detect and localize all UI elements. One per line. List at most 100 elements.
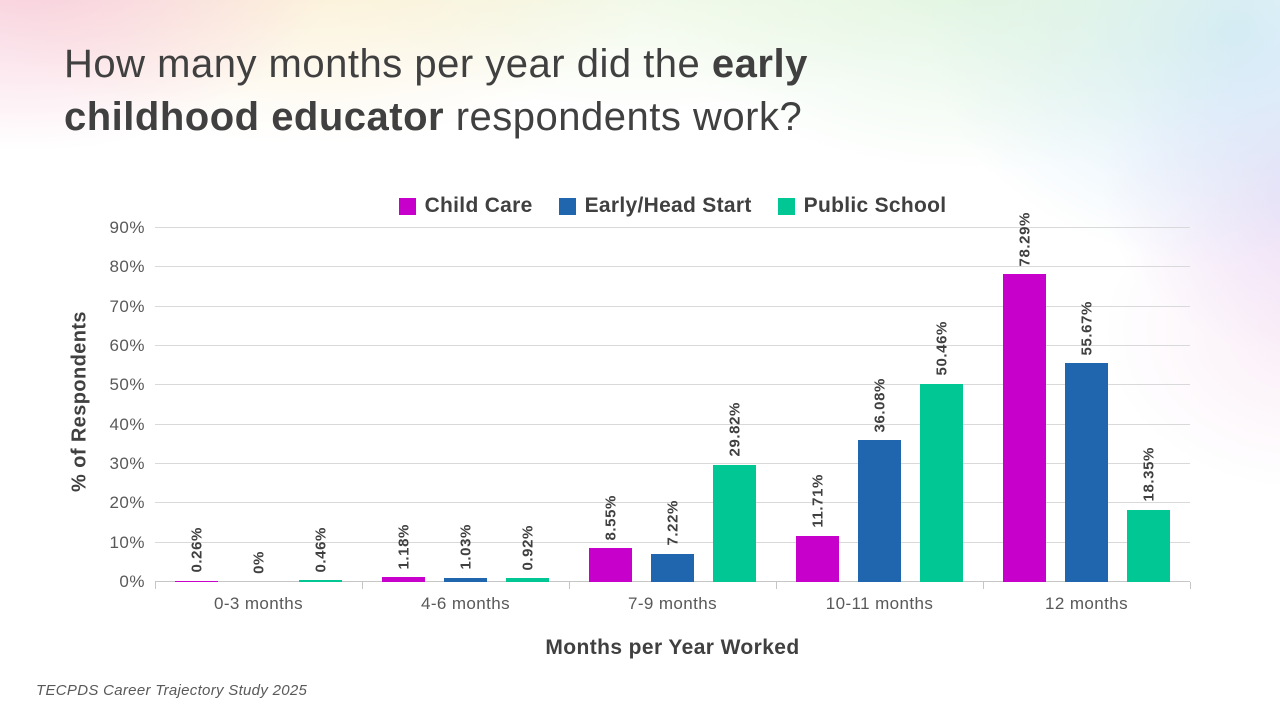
slide-title: How many months per year did the early c…: [64, 38, 1144, 144]
chart-legend: Child Care Early/Head Start Public School: [155, 194, 1190, 218]
legend-swatch-public-school: [777, 197, 795, 215]
bar-value-label-child-care-10-11-months: 11.71%: [809, 474, 826, 528]
bar-early-head-start-12-months: [1065, 363, 1108, 582]
legend-label-child-care: Child Care: [424, 194, 533, 217]
bar-groups: 0.26% 0% 0.46% 1.18% 1.03% 0.92% 8.55% 7.22% 29.…: [155, 212, 1190, 582]
bar-public-school-12-months: [1127, 509, 1170, 582]
gridline-30: [155, 463, 1190, 464]
legend-swatch-child-care: [398, 197, 416, 215]
x-axis-boundary-tick: [362, 582, 363, 589]
bar-group-4-6-months: 1.18% 1.03% 0.92%: [362, 228, 569, 582]
y-tick-label-30: 30%: [109, 454, 145, 473]
bar-slot: 29.82%: [713, 228, 756, 582]
bar-child-care-4-6-months: [382, 577, 425, 582]
legend-label-early-head-start: Early/Head Start: [584, 194, 752, 217]
gridline-80: [155, 266, 1190, 268]
title-text-regular: respondents work?: [444, 94, 803, 139]
x-axis-boundary-tick: [155, 582, 156, 589]
bar-value-label-early-head-start-10-11-months: 36.08%: [871, 377, 888, 433]
bar-value-label-child-care-7-9-months: 8.55%: [602, 494, 619, 541]
y-tick-label-70: 70%: [109, 296, 145, 316]
bar-slot: 78.29%: [1003, 212, 1046, 582]
y-tick-label-10: 10%: [109, 532, 145, 552]
bar-child-care-7-9-months: [589, 548, 632, 582]
x-tick-label-12-months: 12 months: [1045, 594, 1128, 613]
bar-value-label-early-head-start-4-6-months: 1.03%: [457, 524, 474, 570]
x-axis-labels: 0-3 months 4-6 months 7-9 months 10-11 mont…: [155, 594, 1190, 614]
x-tick-label-7-9-months: 7-9 months: [627, 594, 718, 613]
gridline-20: [155, 502, 1190, 504]
bar-public-school-4-6-months: [506, 578, 549, 582]
x-axis-boundary-tick: [569, 582, 570, 589]
bar-value-label-public-school-12-months: 18.35%: [1140, 447, 1157, 502]
legend-item-public-school: Public School: [777, 194, 947, 218]
bar-value-label-public-school-4-6-months: 0.92%: [519, 524, 536, 571]
bar-group-10-11-months: 11.71% 36.08% 50.46%: [776, 228, 983, 582]
bar-early-head-start-10-11-months: [858, 440, 901, 582]
x-tick-label-10-11-months: 10-11 months: [825, 594, 934, 613]
legend-swatch-early-head-start: [558, 197, 576, 215]
title-text-regular: How many months per year did the: [64, 42, 712, 86]
bar-slot: 36.08%: [858, 228, 901, 582]
bar-early-head-start-7-9-months: [651, 553, 694, 582]
y-axis-labels: 0% 10% 20% 30% 40% 50% 60% 70% 80% 90%: [60, 218, 145, 591]
legend-item-early-head-start: Early/Head Start: [558, 194, 752, 218]
y-tick-label-0: 0%: [119, 572, 145, 591]
bar-value-label-public-school-10-11-months: 50.46%: [933, 321, 950, 376]
bar-child-care-10-11-months: [796, 535, 839, 582]
x-tick-label-0-3-months: 0-3 months: [213, 594, 304, 613]
bar-slot: 8.55%: [589, 228, 632, 582]
plot-area: 0.26% 0% 0.46% 1.18% 1.03% 0.92% 8.55% 7.22% 29.…: [155, 212, 1191, 589]
bar-slot: 11.71%: [796, 228, 839, 582]
x-axis-boundary-tick: [1190, 582, 1191, 589]
gridline-60: [155, 345, 1190, 346]
bar-value-label-public-school-0-3-months: 0.46%: [312, 526, 329, 573]
source-attribution: TECPDS Career Trajectory Study 2025: [36, 682, 308, 699]
bar-slot: 50.46%: [920, 228, 963, 582]
bar-slot: 0%: [237, 228, 280, 582]
bar-group-0-3-months: 0.26% 0% 0.46%: [155, 228, 362, 582]
gridline-40: [155, 423, 1190, 425]
title-line-2: childhood educator respondents work?: [64, 91, 1144, 144]
y-tick-label-20: 20%: [109, 493, 145, 513]
gridline-90: [155, 227, 1190, 228]
bar-value-label-child-care-0-3-months: 0.26%: [188, 527, 205, 573]
bar-early-head-start-4-6-months: [444, 577, 487, 582]
y-tick-label-50: 50%: [109, 375, 145, 395]
bar-public-school-0-3-months: [299, 580, 342, 582]
y-tick-label-60: 60%: [109, 336, 145, 355]
bar-value-label-early-head-start-7-9-months: 7.22%: [664, 500, 681, 546]
legend-item-child-care: Child Care: [398, 194, 533, 218]
x-tick-label-4-6-months: 4-6 months: [420, 594, 511, 613]
bar-value-label-child-care-4-6-months: 1.18%: [395, 523, 412, 570]
bar-slot: 7.22%: [651, 228, 694, 582]
bar-slot: 0.46%: [299, 228, 342, 582]
bar-slot: 18.35%: [1127, 228, 1170, 582]
bar-child-care-12-months: [1003, 274, 1046, 582]
gridline-70: [155, 305, 1190, 307]
gridline-50: [155, 384, 1190, 386]
bar-value-label-public-school-7-9-months: 29.82%: [726, 402, 743, 457]
bar-public-school-7-9-months: [713, 464, 756, 582]
legend-label-public-school: Public School: [803, 194, 947, 217]
y-tick-label-90: 90%: [109, 218, 145, 237]
bar-public-school-10-11-months: [920, 383, 963, 582]
bar-slot: 1.18%: [382, 228, 425, 582]
bar-value-label-child-care-12-months: 78.29%: [1016, 211, 1033, 267]
y-tick-label-80: 80%: [109, 257, 145, 277]
title-line-1: How many months per year did the early: [64, 38, 1144, 91]
gridline-10: [155, 541, 1190, 543]
bar-slot: 0.26%: [175, 228, 218, 582]
x-axis-boundary-tick: [983, 582, 984, 589]
bar-group-7-9-months: 8.55% 7.22% 29.82%: [569, 228, 776, 582]
bar-value-label-early-head-start-12-months: 55.67%: [1078, 300, 1095, 356]
bar-value-label-early-head-start-0-3-months: 0%: [250, 551, 267, 574]
bar-slot: 0.92%: [506, 228, 549, 582]
title-text-bold: childhood educator: [64, 94, 445, 139]
bar-slot: 1.03%: [444, 228, 487, 582]
bar-group-12-months: 78.29% 55.67% 18.35%: [983, 212, 1190, 582]
x-axis-boundary-tick: [776, 582, 777, 589]
bar-child-care-0-3-months: [175, 580, 218, 582]
